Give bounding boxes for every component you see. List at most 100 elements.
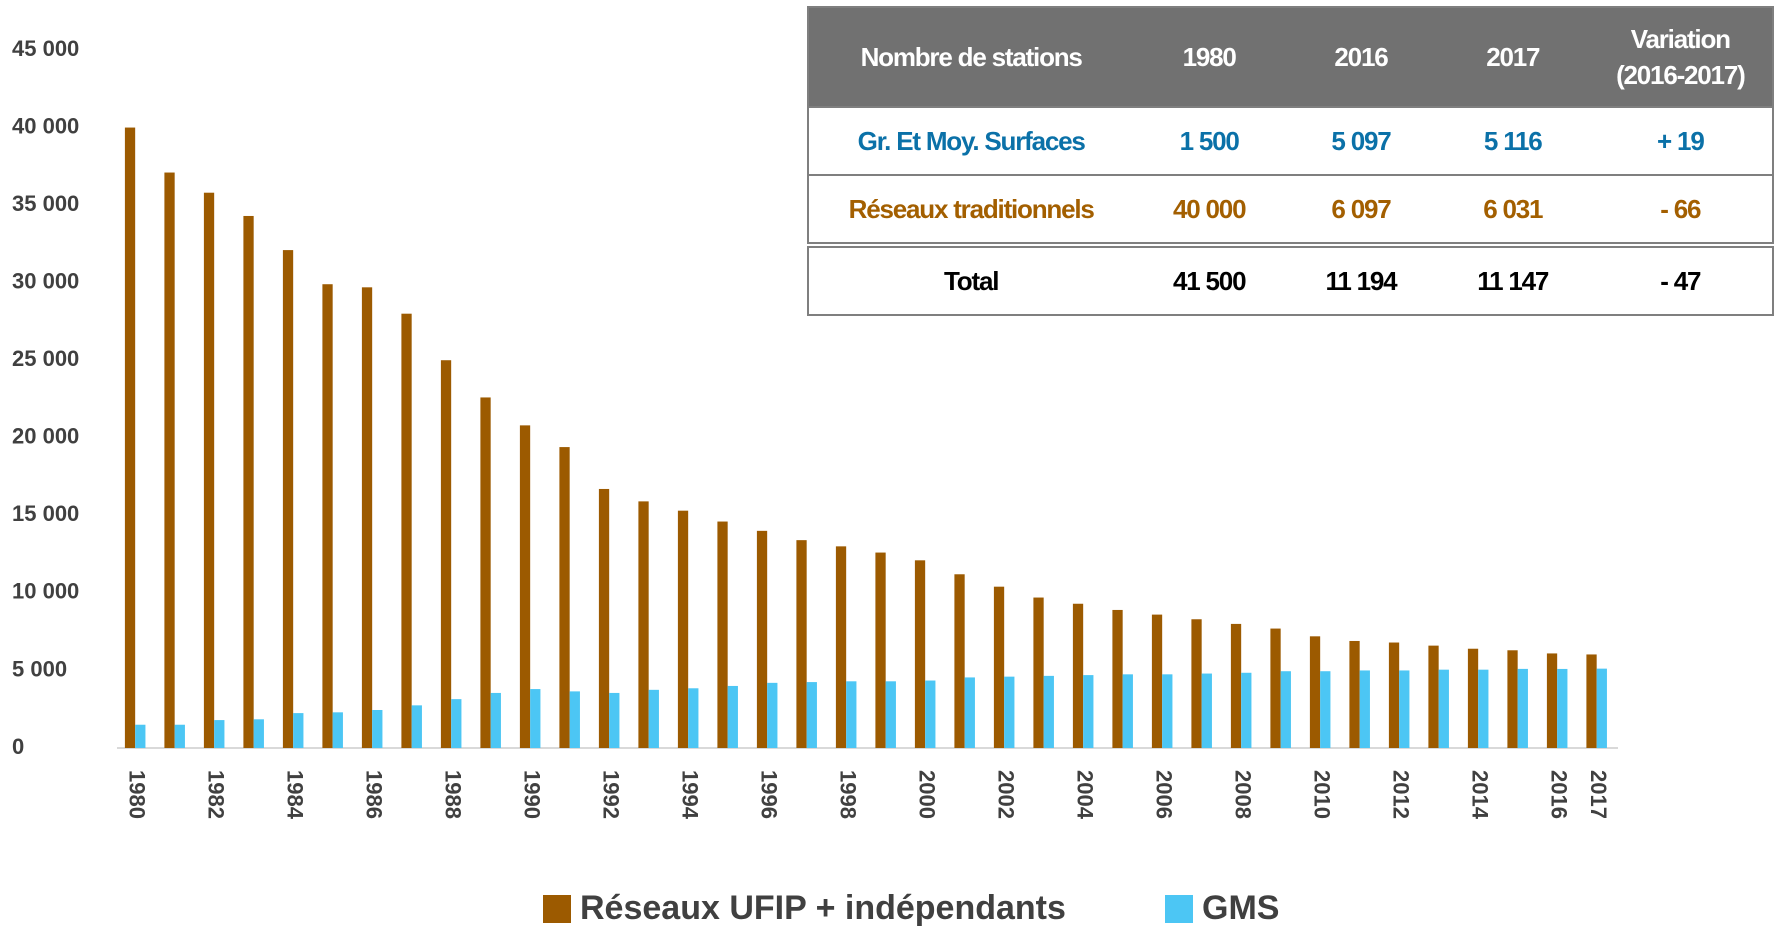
table-cell: Réseaux traditionnels [848,193,1095,224]
x-tick-label: 1994 [677,770,702,820]
bar [214,720,225,748]
bar [530,689,541,748]
x-tick-label: 2006 [1151,770,1176,819]
y-tick-label: 0 [12,734,24,759]
bar [598,488,610,748]
table-row: Total 41 500 11 194 11 147 - 47 [808,245,1773,315]
bar [490,692,501,748]
table-body: Gr. Et Moy. Surfaces 1 500 5 097 5 116 + 19 R… [808,107,1773,315]
bar [1546,653,1558,748]
y-tick-label: 30 000 [12,268,79,293]
bar [885,681,896,748]
x-tick-label: 2016 [1546,770,1571,819]
bar [1586,654,1597,748]
x-tick-label: 2014 [1467,770,1492,820]
x-tick-label: 2012 [1388,770,1413,819]
bar [717,521,728,748]
bar [688,688,699,748]
bar [806,682,817,748]
x-tick-label: 1982 [203,770,228,819]
bar [1004,676,1015,748]
bar [401,313,412,748]
bar [1122,674,1133,748]
bar [293,713,304,748]
x-tick-label: 2017 [1586,770,1611,819]
bar [875,552,886,748]
x-tick-label: 2010 [1309,770,1334,819]
bar [361,287,373,748]
header-cell: Variation (2016-2017) [1588,7,1773,107]
table-row: Réseaux traditionnels 40 000 6 097 6 031 - 6… [808,175,1773,245]
bar [756,530,768,748]
bar [559,447,570,748]
table-cell: 11 147 [1477,265,1549,296]
header-cell: Nombre de stations [808,7,1134,107]
x-tick-label: 1996 [756,770,781,819]
table-cell: + 19 [1657,125,1705,156]
bar [1478,669,1489,748]
y-tick-label: 45 000 [12,36,79,61]
legend-swatch [543,895,571,923]
bar [638,501,649,748]
bar [1467,648,1479,748]
bar [993,586,1005,748]
y-tick-label: 40 000 [12,113,79,138]
bar [411,705,422,748]
y-tick-label: 5 000 [12,656,67,681]
bar [322,284,333,748]
bar [767,682,778,748]
y-tick-label: 25 000 [12,346,79,371]
table-cell: 6 097 [1331,193,1391,224]
bar [1349,640,1360,748]
bar [174,724,185,748]
x-tick-label: 2000 [914,770,939,819]
bar [282,250,294,749]
bar [846,681,857,748]
x-tick-label: 1986 [361,770,386,819]
table-cell: 40 000 [1173,193,1247,224]
bar [243,215,254,749]
legend-label: GMS [1202,889,1279,927]
x-tick-label: 1984 [282,770,307,820]
bar [1359,670,1370,748]
table-cell: 11 194 [1325,265,1398,296]
bar [1241,672,1252,748]
bar [569,691,580,748]
bar [253,719,264,748]
bar [609,692,620,748]
y-tick-label: 10 000 [12,579,79,604]
y-tick-label: 20 000 [12,424,79,449]
bar [1191,619,1202,748]
bar [1270,628,1281,748]
bar [1043,675,1054,748]
bar [1428,645,1439,748]
table-cell: Gr. Et Moy. Surfaces [857,125,1086,156]
bar [1162,674,1173,748]
legend-label: Réseaux UFIP + indépendants [580,889,1066,927]
bar [1438,669,1449,748]
bar [135,724,146,748]
table-cell: 5 116 [1483,125,1543,156]
header-cell: 2017 [1436,7,1589,107]
bar [451,699,462,748]
x-tick-label: 2002 [993,770,1018,819]
bar [1083,675,1094,748]
bar [677,510,689,748]
bar [1557,668,1568,748]
bar [1151,614,1163,748]
bar [1507,650,1518,748]
table-cell: 5 097 [1331,125,1391,156]
bar [727,685,738,748]
x-tick-label: 2004 [1072,770,1097,820]
bar [203,192,215,749]
bar [124,127,136,749]
bar [1072,603,1084,748]
bar [1320,671,1331,748]
x-tick-label: 1980 [124,770,149,819]
bar [440,360,452,748]
header-cell: 1980 [1133,7,1286,107]
bar [914,560,926,748]
legend-swatch [1165,895,1193,923]
y-tick-label: 35 000 [12,191,79,216]
